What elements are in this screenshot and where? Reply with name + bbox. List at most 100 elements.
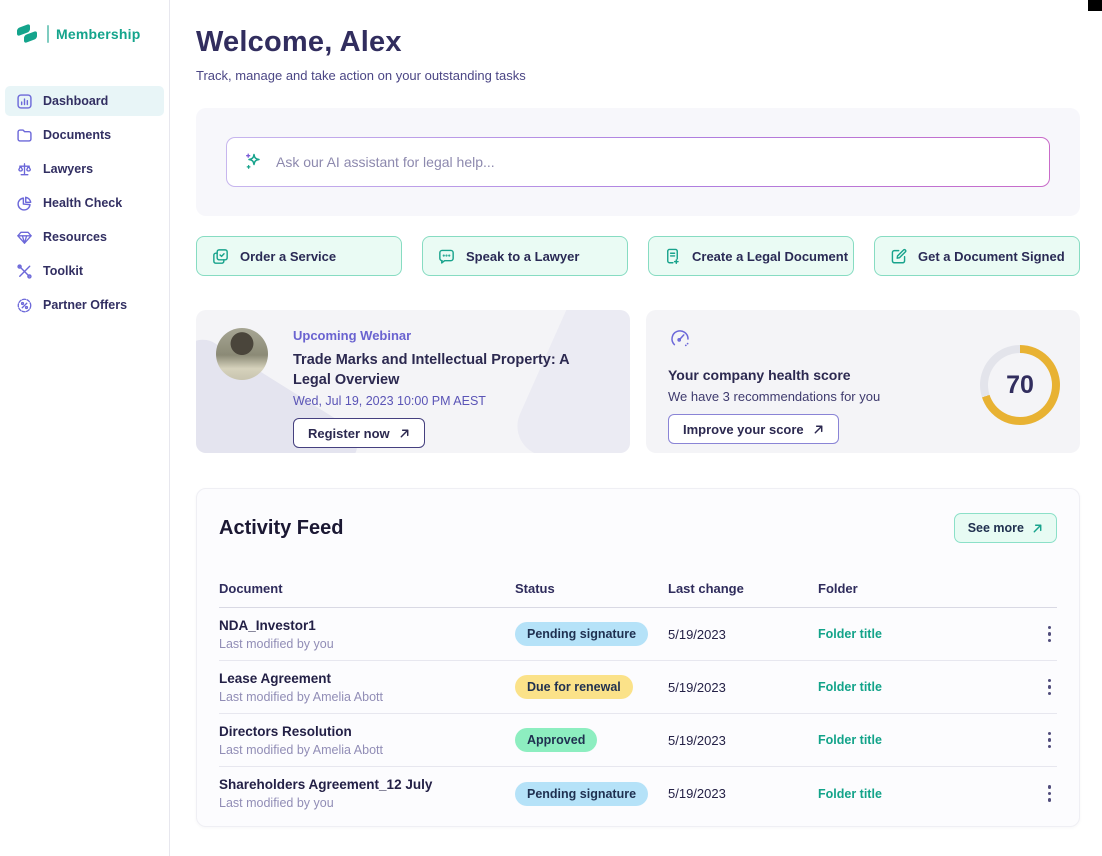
status-badge: Due for renewal	[515, 675, 633, 699]
column-header-folder: Folder	[818, 581, 858, 596]
see-more-label: See more	[967, 521, 1024, 535]
health-score-title: Your company health score	[668, 367, 851, 383]
sidebar-item-label: Lawyers	[43, 162, 94, 176]
get-a-document-signed-button[interactable]: Get a Document Signed	[874, 236, 1080, 276]
column-header-last-change: Last change	[668, 581, 744, 596]
screen-corner-artifact	[1088, 0, 1102, 11]
sidebar-item-label: Health Check	[43, 196, 123, 210]
arrow-up-right-icon	[814, 425, 823, 433]
brand-divider	[47, 25, 49, 43]
sidebar-item-dashboard[interactable]: Dashboard	[5, 86, 164, 116]
webinar-card: Upcoming Webinar Trade Marks and Intelle…	[196, 310, 630, 453]
see-more-button[interactable]: See more	[953, 513, 1057, 543]
page-title: Welcome, Alex	[196, 26, 402, 58]
quick-action-label: Get a Document Signed	[918, 248, 1065, 264]
document-plus-icon	[667, 248, 679, 264]
health-score-gauge: 70	[980, 345, 1060, 425]
sidebar-item-health-check[interactable]: Health Check	[5, 188, 164, 218]
create-a-legal-document-button[interactable]: Create a Legal Document	[648, 236, 854, 276]
table-row: Lease Agreement Last modified by Amelia …	[219, 661, 1057, 714]
document-name[interactable]: Lease Agreement	[219, 670, 332, 686]
table-row: Shareholders Agreement_12 July Last modi…	[219, 767, 1057, 820]
table-row: NDA_Investor1 Last modified by you Pendi…	[219, 608, 1057, 661]
activity-feed-panel: Activity Feed See more Document Status L…	[196, 488, 1080, 827]
document-modified: Last modified by you	[219, 796, 334, 810]
status-badge: Pending signature	[515, 622, 649, 646]
webinar-title: Trade Marks and Intellectual Property: A…	[293, 352, 570, 388]
table-row: Directors Resolution Last modified by Am…	[219, 714, 1057, 767]
folder-link[interactable]: Folder title	[818, 680, 882, 694]
last-change-date: 5/19/2023	[668, 732, 726, 748]
activity-feed-title: Activity Feed	[219, 516, 344, 539]
sidebar-item-label: Resources	[43, 230, 107, 244]
sidebar-item-lawyers[interactable]: Lawyers	[5, 154, 164, 184]
folder-link[interactable]: Folder title	[818, 786, 882, 801]
brand-logo-icon	[16, 22, 40, 46]
row-menu-button[interactable]	[1042, 781, 1058, 806]
improve-your-score-button[interactable]: Improve your score	[668, 414, 839, 444]
document-modified: Last modified by you	[219, 636, 334, 651]
document-modified: Last modified by Amelia Abott	[219, 689, 383, 704]
brand-logo[interactable]: Membership	[0, 20, 169, 48]
dashboard-icon	[17, 93, 32, 109]
document-name[interactable]: Directors Resolution	[219, 723, 352, 739]
sidebar-item-label: Partner Offers	[43, 298, 128, 312]
arrow-up-right-icon	[400, 429, 409, 438]
row-menu-button[interactable]	[1042, 675, 1058, 700]
gauge-icon	[671, 330, 689, 347]
chat-icon	[439, 249, 454, 264]
percent-badge-icon	[17, 298, 32, 312]
gem-icon	[17, 231, 32, 244]
scales-icon	[18, 162, 32, 175]
brand-name: Membership	[56, 26, 141, 42]
sidebar-nav: Dashboard Documents Lawyers Health Check…	[0, 86, 169, 320]
ai-assistant-input[interactable]	[276, 138, 1049, 186]
row-menu-button[interactable]	[1042, 622, 1058, 647]
ai-assistant-panel	[196, 108, 1080, 216]
column-header-status: Status	[515, 581, 555, 596]
activity-table-header: Document Status Last change Folder	[219, 581, 1057, 608]
sidebar: Membership Dashboard Documents Lawyers H…	[0, 0, 170, 856]
order-service-icon	[213, 248, 228, 264]
ai-assistant-input-wrap[interactable]	[226, 137, 1050, 187]
signature-icon	[891, 248, 907, 263]
document-modified: Last modified by Amelia Abott	[219, 742, 383, 757]
webinar-datetime: Wed, Jul 19, 2023 10:00 PM AEST	[293, 394, 486, 409]
sidebar-item-documents[interactable]: Documents	[5, 120, 164, 150]
quick-action-label: Create a Legal Document	[692, 248, 849, 264]
sidebar-item-label: Dashboard	[43, 94, 109, 108]
webinar-speaker-avatar	[216, 328, 268, 380]
last-change-date: 5/19/2023	[668, 786, 726, 801]
health-score-subtitle: We have 3 recommendations for you	[668, 389, 881, 404]
document-name[interactable]: NDA_Investor1	[219, 617, 316, 633]
tools-icon	[17, 263, 32, 279]
sidebar-item-partner-offers[interactable]: Partner Offers	[5, 290, 164, 320]
sidebar-item-toolkit[interactable]: Toolkit	[5, 256, 164, 286]
arrow-up-right-icon	[1033, 524, 1042, 532]
last-change-date: 5/19/2023	[668, 626, 726, 642]
pie-chart-icon	[17, 196, 32, 211]
folder-link[interactable]: Folder title	[818, 627, 882, 641]
last-change-date: 5/19/2023	[668, 679, 726, 695]
speak-to-a-lawyer-button[interactable]: Speak to a Lawyer	[422, 236, 628, 276]
improve-your-score-label: Improve your score	[683, 421, 804, 437]
order-a-service-button[interactable]: Order a Service	[196, 236, 402, 276]
document-name[interactable]: Shareholders Agreement_12 July	[219, 777, 433, 792]
sidebar-item-label: Toolkit	[43, 264, 84, 278]
quick-actions: Order a Service Speak to a Lawyer Create…	[196, 236, 1080, 276]
quick-action-label: Order a Service	[240, 248, 337, 264]
quick-action-label: Speak to a Lawyer	[466, 248, 580, 264]
health-score-card: Your company health score We have 3 reco…	[646, 310, 1080, 453]
ai-sparkle-icon	[246, 153, 260, 169]
main-content: Welcome, Alex Track, manage and take act…	[170, 0, 1102, 856]
webinar-eyebrow: Upcoming Webinar	[293, 328, 412, 343]
health-score-value: 70	[1006, 370, 1034, 399]
sidebar-item-resources[interactable]: Resources	[5, 222, 164, 252]
folder-link[interactable]: Folder title	[818, 733, 882, 747]
status-badge: Approved	[515, 728, 598, 752]
register-now-label: Register now	[308, 425, 390, 441]
row-menu-button[interactable]	[1042, 728, 1058, 753]
register-now-button[interactable]: Register now	[293, 418, 425, 449]
folder-icon	[17, 128, 32, 142]
